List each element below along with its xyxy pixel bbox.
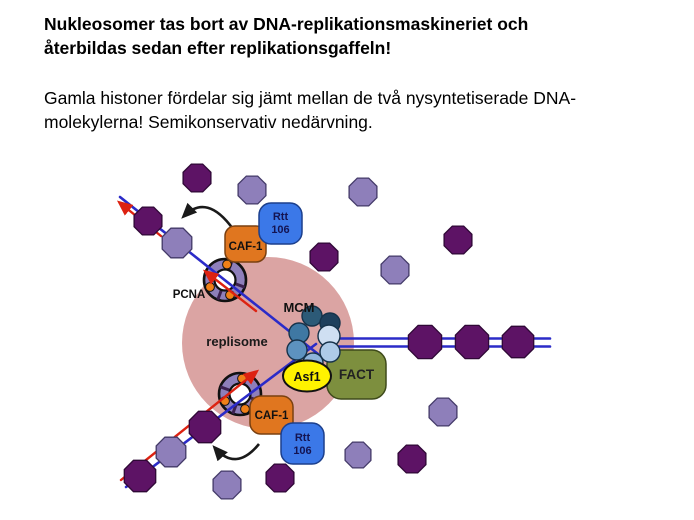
nucleosome-new bbox=[344, 441, 372, 469]
caf1-bottom-label: CAF-1 bbox=[255, 410, 289, 422]
nucleosome-old bbox=[188, 410, 222, 444]
mcm-label: MCM bbox=[283, 300, 314, 315]
nucleosome-new bbox=[237, 175, 267, 205]
nucleosome-old bbox=[133, 206, 163, 236]
rtt106-bottom-label-line2: 106 bbox=[293, 445, 311, 457]
slide-text-block: Nukleosomer tas bort av DNA-replikations… bbox=[44, 12, 528, 60]
rtt106-top-label-line1: Rtt bbox=[273, 211, 289, 223]
caf1-top-label: CAF-1 bbox=[229, 241, 263, 253]
nucleosome-old bbox=[123, 459, 157, 493]
nucleosome-layer bbox=[123, 163, 535, 500]
nucleosome-new bbox=[212, 470, 242, 500]
nucleosome-old bbox=[501, 325, 535, 359]
slide-heading-line1: Nukleosomer tas bort av DNA-replikations… bbox=[44, 14, 529, 34]
nucleosome-old bbox=[265, 463, 295, 493]
slide-heading-line2: återbildas sedan efter replikationsgaffe… bbox=[44, 38, 392, 58]
slide-body-line1: Gamla histoner fördelar sig jämt mellan … bbox=[44, 88, 577, 108]
nucleosome-old bbox=[454, 324, 490, 360]
caf1-box-bottom: CAF-1 bbox=[249, 395, 294, 435]
nucleosome-old bbox=[443, 225, 473, 255]
mcm-subunit-circle bbox=[286, 339, 308, 361]
rtt106-box-bottom: Rtt 106 bbox=[280, 422, 325, 465]
nucleosome-new bbox=[155, 436, 187, 468]
nucleosome-new bbox=[380, 255, 410, 285]
slide-body-block: Gamla histoner fördelar sig jämt mellan … bbox=[44, 86, 576, 134]
asf1-ellipse: Asf1 bbox=[282, 359, 332, 393]
new-strand-arrow-upper-1 bbox=[202, 269, 258, 313]
dna-lower-arm-blue bbox=[124, 342, 318, 489]
nucleosome-old bbox=[309, 242, 339, 272]
histone-transfer-arrow-top bbox=[181, 202, 235, 230]
replisome-label: replisome bbox=[206, 334, 267, 349]
nucleosome-old bbox=[397, 444, 427, 474]
nucleosome-new bbox=[348, 177, 378, 207]
nucleosome-new bbox=[161, 227, 193, 259]
histone-transfer-arrow-bottom bbox=[212, 443, 261, 462]
pcna-label: PCNA bbox=[173, 289, 206, 301]
nucleosome-old bbox=[407, 324, 443, 360]
rtt106-bottom-label-line1: Rtt bbox=[295, 432, 311, 444]
fact-label: FACT bbox=[339, 367, 375, 382]
rtt106-box-top: Rtt 106 bbox=[258, 202, 303, 245]
slide-body-line2: molekylerna! Semikonservativ nedärvning. bbox=[44, 112, 373, 132]
asf1-label: Asf1 bbox=[293, 370, 320, 384]
nucleosome-new bbox=[428, 397, 458, 427]
rtt106-top-label-line2: 106 bbox=[271, 224, 289, 236]
nucleosome-old bbox=[182, 163, 212, 193]
mcm-subunit-circle bbox=[319, 341, 341, 363]
caf1-box-top: CAF-1 bbox=[224, 225, 267, 263]
